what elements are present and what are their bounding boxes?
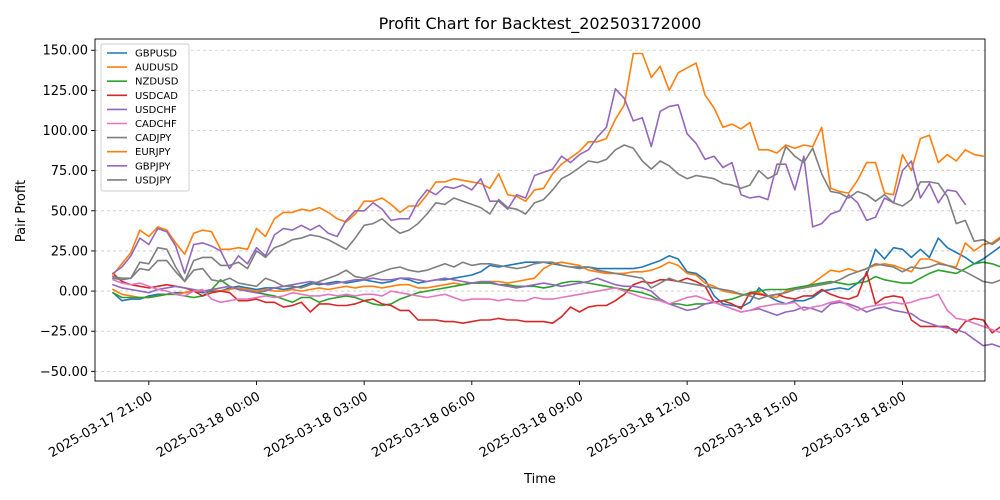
y-axis-ticks: −50.00 −25.00 0.00 25.00 50.00 75.00 100.00 125… [40, 44, 95, 380]
legend-label: CADJPY [135, 133, 172, 144]
series-line-cadchf [112, 278, 1000, 334]
series-line-cadjpy [112, 259, 1000, 300]
series-line-usdcad [112, 270, 1000, 334]
legend-label: EURJPY [135, 147, 171, 158]
y-tick-label: 0.00 [59, 285, 88, 300]
series-lines [112, 52, 1000, 348]
series-line-eurjpy [112, 52, 985, 276]
chart-title: Profit Chart for Backtest_202503172000 [379, 14, 702, 34]
x-axis-label: Time [523, 472, 556, 487]
legend-label: USDJPY [135, 175, 172, 186]
series-line-gbpusd [112, 237, 1000, 308]
legend-label: GBPUSD [135, 49, 177, 60]
y-tick-label: 100.00 [43, 124, 89, 139]
series-line-usdchf [112, 277, 1000, 348]
series-line-usdjpy [112, 144, 1000, 283]
legend-label: CADCHF [135, 119, 177, 130]
legend-label: AUDUSD [135, 63, 179, 74]
y-tick-label: 50.00 [51, 204, 88, 219]
series-line-gbpjpy [112, 88, 967, 275]
grid-lines [95, 49, 985, 372]
legend-label: NZDUSD [135, 77, 179, 88]
y-axis-label: Pair Profit [14, 180, 29, 242]
y-tick-label: 75.00 [51, 164, 88, 179]
legend-label: GBPJPY [135, 161, 171, 172]
legend-label: USDCHF [135, 105, 177, 116]
y-tick-label: 25.00 [51, 244, 88, 259]
y-tick-label: 150.00 [43, 44, 89, 59]
legend-label: USDCAD [135, 91, 178, 102]
y-tick-label: 125.00 [43, 84, 89, 99]
y-tick-label: −50.00 [40, 365, 88, 380]
plot-area-frame [94, 38, 986, 382]
y-tick-label: −25.00 [40, 325, 88, 340]
legend: GBPUSD AUDUSD NZDUSD USDCAD USDCHF CADCHF CADJ… [100, 43, 190, 192]
